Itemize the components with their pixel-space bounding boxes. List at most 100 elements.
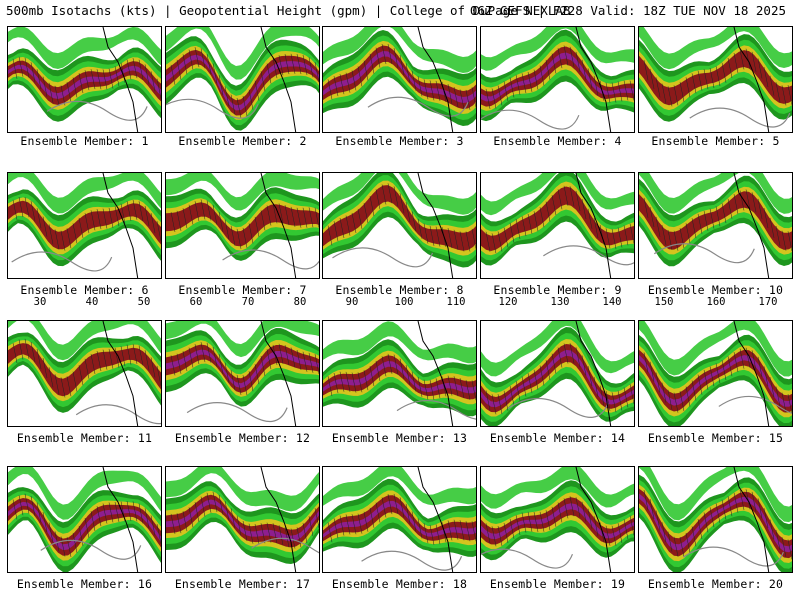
height-contour-line (194, 201, 200, 222)
height-contour-line (150, 71, 156, 92)
height-contour-line (138, 59, 144, 80)
height-contour-line (683, 546, 784, 567)
height-contour-line (230, 94, 236, 115)
height-contour-line (453, 86, 459, 108)
height-contour-line (611, 228, 617, 249)
height-contour-line (509, 385, 515, 406)
height-contour-line (200, 199, 206, 220)
height-contour-line (405, 503, 411, 524)
colorbar-tick: 60 (189, 296, 203, 308)
height-contour-line (230, 370, 236, 391)
height-contour-line (224, 219, 230, 240)
height-contour-line (188, 49, 194, 70)
ensemble-map-panel (638, 172, 793, 279)
isotach-band (8, 501, 161, 551)
height-contour-line (485, 390, 491, 411)
height-contour-line (206, 492, 212, 513)
height-contour-line (563, 45, 569, 66)
height-contour-line (66, 82, 72, 103)
height-contour-line (284, 54, 290, 75)
height-contour-line (375, 360, 381, 382)
height-contour-line (224, 86, 230, 107)
height-contour-line (417, 218, 423, 239)
height-contour-line (581, 198, 587, 220)
height-contour-line (459, 231, 465, 252)
height-contour-line (411, 70, 417, 91)
height-contour-line (333, 76, 339, 97)
isotach-band (481, 344, 634, 413)
height-contour-line (655, 510, 661, 531)
height-contour-line (42, 357, 48, 379)
colorbar-tick: 140 (602, 296, 622, 308)
height-contour-line (429, 379, 435, 400)
height-contour-line (411, 371, 417, 392)
height-contour-line (423, 379, 429, 400)
ensemble-map-panel (480, 320, 635, 427)
height-contour-line (114, 501, 120, 523)
height-contour-line (78, 365, 84, 386)
height-contour-line (339, 515, 345, 536)
colorbar-tick: 30 (33, 296, 47, 308)
height-contour-line (78, 525, 84, 546)
height-contour-line (435, 226, 441, 247)
coastline (733, 173, 770, 278)
height-contour-line (144, 350, 150, 371)
height-contour-line (557, 347, 563, 368)
colorbar-tick: 150 (654, 296, 674, 308)
map-header: 500mb Isotachs (kts) | Geopotential Heig… (0, 0, 800, 22)
height-contour-line (278, 203, 284, 224)
height-contour-line (515, 218, 521, 239)
height-contour-line (715, 503, 721, 524)
height-contour-line (611, 392, 617, 413)
isotach-band (8, 173, 161, 214)
ensemble-member-label: Ensemble Member: 20 (647, 577, 784, 591)
height-contour-line (375, 47, 381, 68)
isotach-band (166, 173, 319, 211)
height-contour-line (327, 522, 333, 543)
height-contour-line (72, 532, 78, 553)
coastline (102, 173, 139, 278)
isotach-band (481, 497, 634, 545)
height-contour-line (200, 48, 206, 69)
height-contour-line (266, 205, 272, 226)
height-contour-line (18, 196, 24, 218)
height-contour-line (36, 69, 42, 90)
height-contour-line (90, 511, 96, 532)
height-contour-line (369, 53, 375, 74)
height-contour-line (611, 82, 617, 103)
height-contour-line (367, 96, 469, 117)
isotach-band (323, 173, 476, 215)
coastline (260, 27, 297, 132)
height-contour-line (551, 195, 557, 216)
height-contour-line (242, 520, 248, 542)
height-contour-line (144, 64, 150, 85)
height-contour-line (176, 210, 182, 231)
height-contour-line (757, 498, 763, 519)
height-contour-line (745, 489, 751, 510)
height-contour-line (655, 372, 661, 393)
height-contour-line (667, 531, 673, 552)
height-contour-line (447, 84, 453, 105)
height-contour-line (12, 58, 18, 79)
height-contour-line (533, 69, 539, 90)
coastline (260, 467, 297, 572)
ensemble-member-label: Ensemble Member: 15 (647, 431, 784, 445)
isotach-band (8, 27, 161, 69)
height-contour-line (405, 63, 411, 84)
height-contour-line (751, 491, 757, 512)
height-contour-line (212, 204, 218, 226)
ensemble-member-label: Ensemble Member: 2 (178, 134, 307, 148)
ensemble-map-panel (638, 320, 793, 427)
height-contour-line (543, 245, 634, 266)
height-contour-line (459, 520, 465, 541)
height-contour-line (521, 73, 527, 94)
height-contour-line (54, 531, 60, 552)
height-contour-line (138, 201, 144, 222)
height-contour-line (284, 205, 290, 226)
height-contour-line (40, 539, 142, 560)
colorbar-tick: 100 (394, 296, 414, 308)
height-contour-line (24, 493, 30, 514)
ensemble-member-label: Ensemble Member: 6 (20, 283, 149, 297)
height-contour-line (60, 85, 66, 106)
